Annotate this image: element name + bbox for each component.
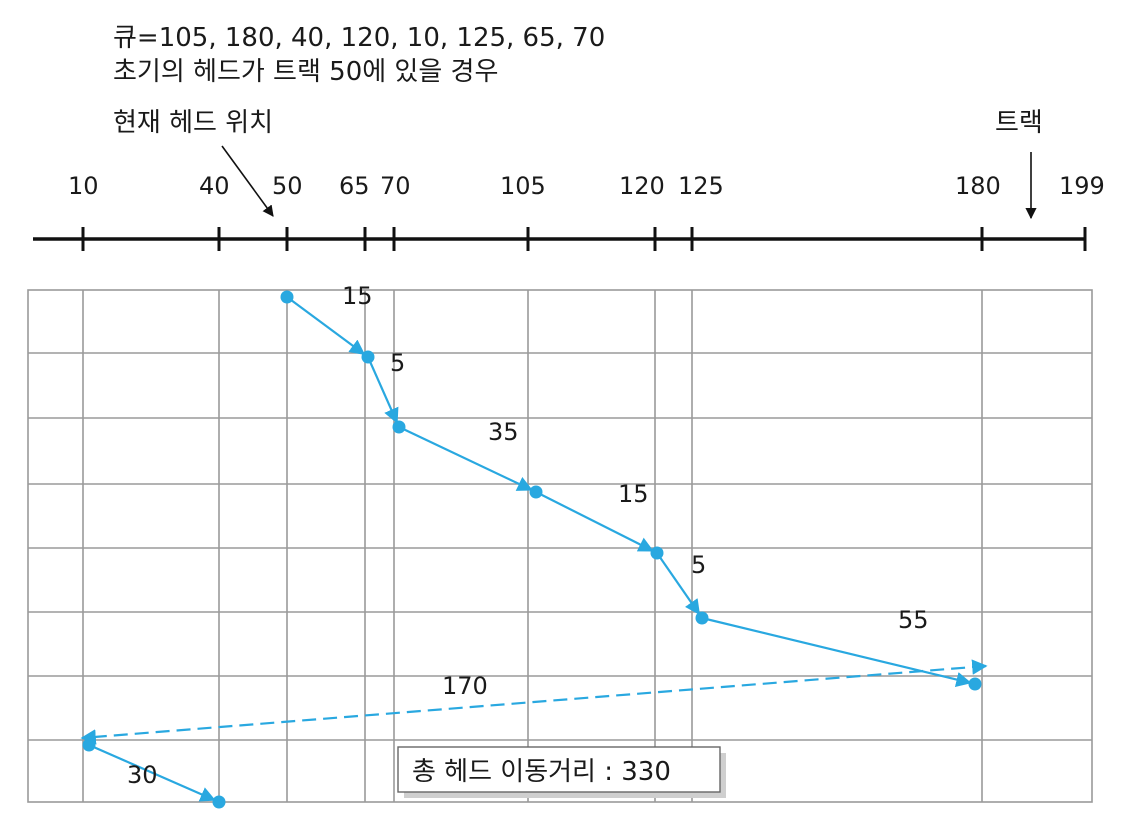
tick-label-105: 105 <box>500 172 546 200</box>
head-point-50 <box>280 290 294 304</box>
path-segment-1 <box>286 296 366 355</box>
tick-label-120: 120 <box>619 172 665 200</box>
movement-label-7: 170 <box>442 672 488 700</box>
head-point-105 <box>529 485 543 499</box>
movement-label-6: 55 <box>898 606 929 634</box>
path-segment-6 <box>701 616 972 688</box>
movement-label-4: 15 <box>618 480 649 508</box>
tick-label-180: 180 <box>955 172 1001 200</box>
track-label: 트랙 <box>995 108 1043 138</box>
movement-label-3: 35 <box>488 418 519 446</box>
path-segment-3 <box>398 426 533 491</box>
head-point-70 <box>392 420 406 434</box>
queue-line: 큐=105, 180, 40, 120, 10, 125, 65, 70 <box>113 23 605 53</box>
tick-label-10: 10 <box>68 172 99 200</box>
path-segment-5 <box>656 552 701 616</box>
head-point-65 <box>361 350 375 364</box>
movement-label-2: 5 <box>390 349 405 377</box>
tick-label-40: 40 <box>199 172 230 200</box>
seek-grid <box>27 289 1093 803</box>
movement-label-8: 30 <box>127 761 158 789</box>
total-distance-box: 총 헤드 이동거리 : 330 <box>397 746 726 798</box>
total-distance-label: 총 헤드 이동거리 : 330 <box>412 757 671 787</box>
grid-frame <box>27 289 1093 803</box>
head-point-10 <box>82 738 96 752</box>
tick-label-65: 65 <box>339 172 370 200</box>
movement-label-1: 15 <box>342 282 373 310</box>
head-point-40 <box>212 795 226 809</box>
initial-head-line: 초기의 헤드가 트랙 50에 있을 경우 <box>113 57 498 87</box>
tick-label-125: 125 <box>678 172 724 200</box>
current-head-arrow <box>221 145 274 217</box>
path-segment-8 <box>88 743 216 802</box>
track-axis: 10 40 50 65 70 105 120 125 180 199 <box>33 172 1105 251</box>
tick-label-70: 70 <box>380 172 411 200</box>
path-segment-7 <box>80 659 988 745</box>
movement-label-5: 5 <box>691 551 706 579</box>
head-point-180 <box>968 677 982 691</box>
tick-label-50: 50 <box>272 172 303 200</box>
path-segment-4 <box>535 491 654 552</box>
tick-label-199: 199 <box>1059 172 1105 200</box>
head-point-125 <box>695 611 709 625</box>
head-point-120 <box>650 546 664 560</box>
current-head-label: 현재 헤드 위치 <box>113 108 273 138</box>
path-segment-2 <box>366 356 399 424</box>
